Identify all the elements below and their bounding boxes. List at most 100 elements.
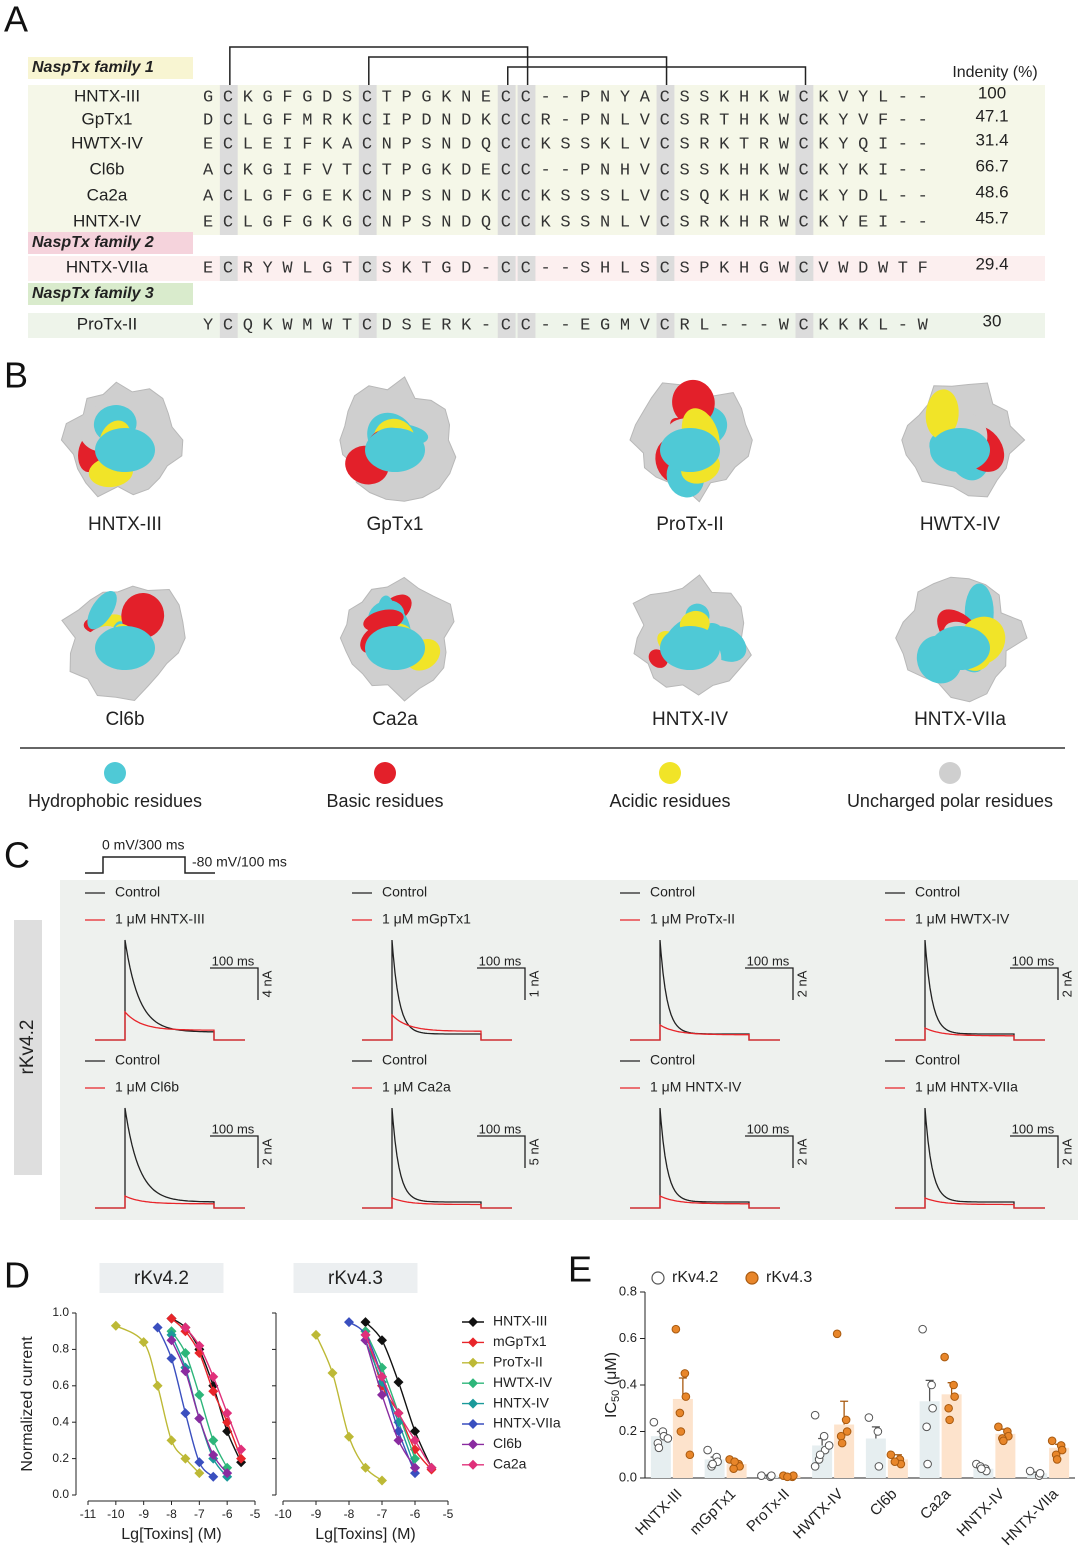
legend-label: Cl6b [493, 1435, 522, 1451]
x-tick-label: -5 [443, 1507, 454, 1521]
sequence: ECRYWLGTCSKTGD-CC--SHLSCSPKHGWCVWDWTF [203, 259, 938, 278]
toxin-trace [362, 1197, 512, 1209]
data-point [208, 1435, 219, 1446]
legend-treatment: 1 μM Ca2a [382, 1079, 451, 1095]
y-tick-label: 0.0 [52, 1487, 69, 1501]
structure-name: HWTX-IV [920, 514, 1001, 535]
fit-curve [364, 1330, 416, 1459]
data-point [824, 1441, 834, 1450]
data-point [344, 1431, 354, 1442]
scale-bar [210, 967, 259, 1000]
cysteine-highlight [358, 313, 377, 338]
current-scale: 4 nA [259, 970, 274, 997]
time-scale: 100 ms [747, 953, 790, 968]
x-tick-label: -8 [344, 1507, 355, 1521]
cysteine-highlight [358, 256, 377, 281]
data-point [783, 1472, 792, 1482]
data-point [194, 1340, 205, 1351]
bar [995, 1433, 1016, 1478]
toxin-trace [895, 1197, 1045, 1209]
cysteine-highlight [497, 85, 516, 235]
data-point [994, 1422, 1003, 1432]
data-point [685, 1450, 695, 1460]
fit-curve [115, 1325, 200, 1474]
structure-surface [61, 585, 186, 702]
legend-label: mGpTx1 [493, 1333, 547, 1349]
data-point [864, 1413, 874, 1422]
y-tick-label: 0.2 [619, 1423, 637, 1438]
data-point [842, 1427, 852, 1436]
bar [941, 1394, 962, 1478]
trace-panel [60, 880, 1078, 1220]
data-point [166, 1353, 177, 1364]
x-axis-label: Lg[Toxins] (M) [315, 1526, 415, 1543]
y-tick-label: 0.6 [52, 1378, 69, 1392]
legend-swatch [374, 762, 396, 784]
scale-bar [1010, 1135, 1059, 1168]
residue-patch [925, 389, 959, 439]
y-label-text: IC [603, 1402, 620, 1418]
structure-name: HNTX-IV [652, 709, 728, 730]
data-point [703, 1445, 712, 1455]
structure-surface [339, 376, 457, 502]
cysteine-highlight [358, 85, 377, 235]
legend-treatment: 1 μM HNTX-VIIa [915, 1079, 1018, 1095]
data-point [832, 1329, 842, 1339]
data-point [393, 1377, 404, 1388]
chart-title: rKv4.3 [328, 1268, 383, 1289]
chart-title: rKv4.2 [134, 1268, 189, 1289]
data-point [194, 1413, 205, 1424]
data-point [944, 1403, 953, 1413]
data-point [152, 1380, 163, 1391]
data-point [708, 1459, 717, 1469]
x-tick-label: -6 [410, 1507, 421, 1521]
residue-patch [660, 626, 720, 670]
identity: 31.4 [975, 130, 1008, 149]
data-point [940, 1352, 949, 1362]
title-box [99, 1263, 224, 1293]
data-point [950, 1392, 959, 1401]
data-point [890, 1457, 900, 1467]
cysteine-highlight [497, 256, 516, 281]
family-label-box [28, 232, 193, 254]
residue-patch [87, 590, 117, 630]
structure-name: Ca2a [372, 709, 418, 730]
x-tick-label: -7 [194, 1507, 205, 1521]
structure-name: Cl6b [105, 709, 144, 730]
y-tick-label: 0.0 [619, 1469, 637, 1484]
scale-bar [1010, 967, 1059, 1000]
control-trace [895, 939, 1045, 1041]
x-tick-label: Ca2a [917, 1485, 955, 1523]
disulfide-bracket [507, 66, 807, 85]
protocol-label: 0 mV/300 ms [102, 837, 184, 853]
legend-label: ProTx-II [493, 1354, 543, 1370]
toxin-trace [362, 1013, 512, 1041]
toxin-name: HNTX-IV [73, 211, 142, 230]
legend-control: Control [115, 1052, 160, 1068]
data-point [138, 1337, 149, 1348]
current-scale: 2 nA [1059, 970, 1074, 997]
data-point [836, 1431, 846, 1441]
cysteine-highlight [517, 85, 536, 235]
legend-label: Basic residues [326, 791, 443, 811]
x-axis-label: Lg[Toxins] (M) [121, 1526, 221, 1543]
y-tick-label: 0.8 [52, 1342, 69, 1356]
toxin-name: HNTX-VIIa [66, 257, 149, 276]
legend-control: Control [650, 884, 695, 900]
channel-box [14, 920, 42, 1175]
data-point [1035, 1469, 1045, 1478]
cysteine-highlight [795, 85, 814, 235]
legend-control: Control [382, 1052, 427, 1068]
data-point [1057, 1445, 1067, 1455]
y-label-subscript: 50 [610, 1390, 622, 1402]
data-point [654, 1443, 664, 1453]
data-point [410, 1468, 420, 1479]
identity-header: Indenity (%) [952, 64, 1037, 81]
legend-control: Control [115, 884, 160, 900]
y-label-unit: (μM) [603, 1352, 620, 1390]
x-tick-label: -7 [377, 1507, 388, 1521]
data-point [680, 1369, 690, 1378]
scale-bar [745, 967, 794, 1000]
x-tick-label: -11 [80, 1507, 97, 1521]
legend-control: Control [650, 1052, 695, 1068]
